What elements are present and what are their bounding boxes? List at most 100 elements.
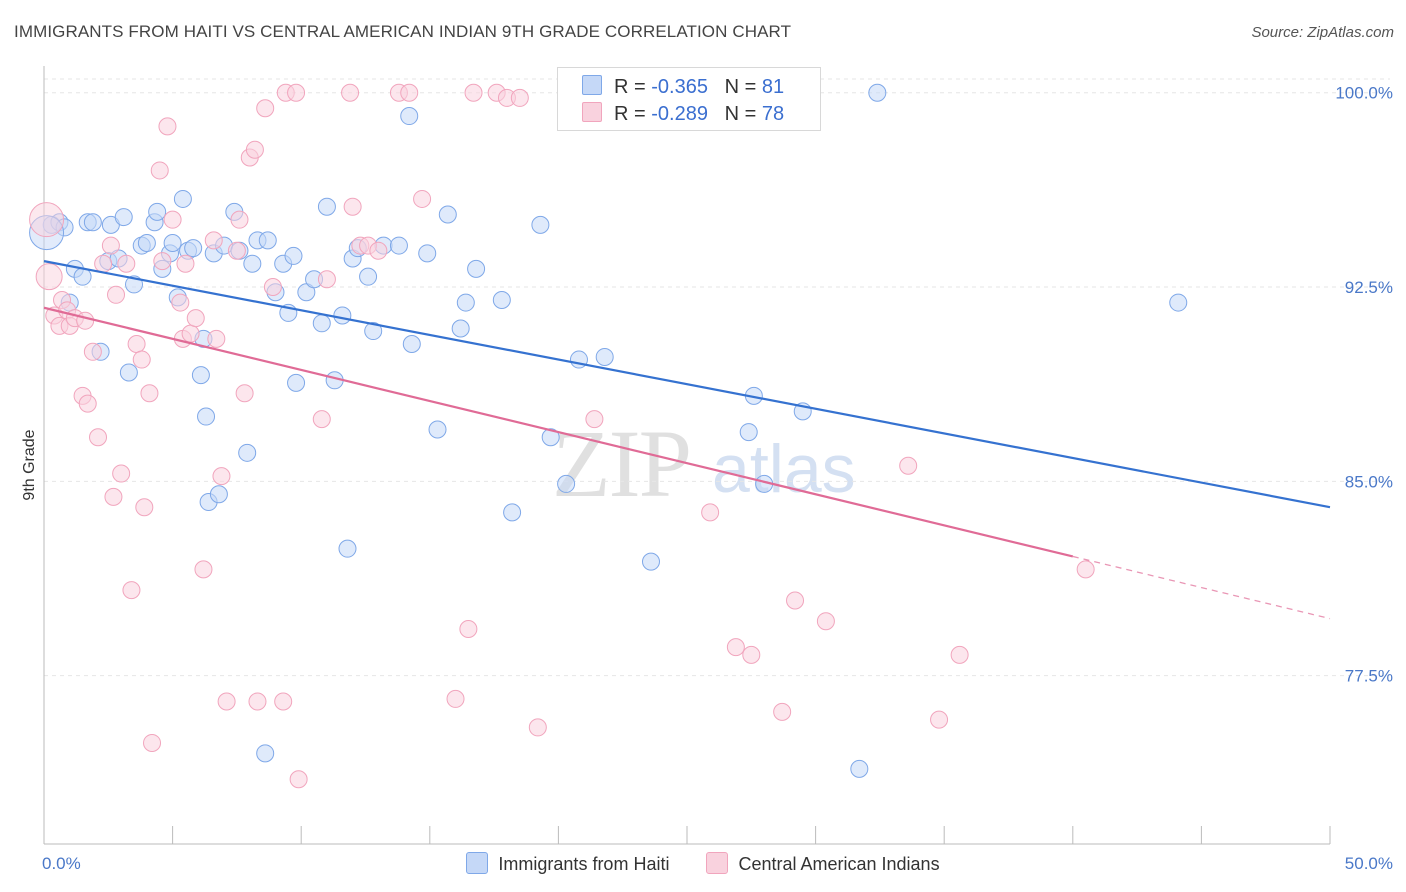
y-tick-label: 100.0% — [1335, 84, 1393, 103]
data-point — [287, 373, 306, 392]
data-point — [816, 612, 835, 631]
legend-r-value: -0.365 — [651, 76, 708, 98]
data-point — [333, 306, 352, 325]
data-point — [143, 733, 162, 752]
trend-lines — [43, 260, 1331, 620]
data-point — [256, 99, 275, 118]
data-point — [127, 335, 146, 354]
data-point — [248, 692, 267, 711]
data-point — [148, 202, 167, 221]
data-point — [171, 293, 190, 312]
x-tick-label: 50.0% — [1345, 854, 1393, 873]
data-point — [641, 552, 660, 571]
data-point — [227, 241, 246, 260]
legend-r-label: R = — [614, 103, 646, 125]
data-point — [112, 464, 131, 483]
data-point — [245, 140, 264, 159]
data-point — [191, 366, 210, 385]
y-tick-label: 77.5% — [1345, 667, 1393, 686]
y-tick-label: 92.5% — [1345, 278, 1393, 297]
grid-lines — [44, 78, 1390, 677]
data-point — [467, 259, 486, 278]
data-point — [78, 394, 97, 413]
data-point — [456, 293, 475, 312]
data-point — [163, 210, 182, 229]
data-point — [284, 246, 303, 265]
data-point — [132, 350, 151, 369]
data-point — [83, 342, 102, 361]
data-point — [181, 324, 200, 343]
data-point — [503, 503, 522, 522]
data-point — [341, 83, 360, 102]
data-point — [1076, 560, 1095, 579]
data-point — [274, 692, 293, 711]
data-point — [726, 638, 745, 657]
tick-labels: 100.0% 92.5% 85.0% 77.5% 0.0% 50.0% — [42, 84, 1393, 873]
data-point — [389, 236, 408, 255]
legend-n-value: 81 — [761, 76, 785, 98]
data-point — [137, 233, 156, 252]
legend-r-label: R = — [614, 76, 646, 98]
series-legend: Immigrants from Haiti Central American I… — [0, 852, 1406, 875]
data-point — [438, 205, 457, 224]
data-point — [230, 210, 249, 229]
data-point — [158, 117, 177, 136]
data-point — [464, 83, 483, 102]
data-point — [287, 83, 306, 102]
data-point — [446, 689, 465, 708]
data-point — [400, 83, 419, 102]
data-point — [235, 384, 254, 403]
data-point — [119, 363, 138, 382]
data-point — [117, 254, 136, 273]
data-point — [153, 252, 172, 271]
chart-title: IMMIGRANTS FROM HAITI VS CENTRAL AMERICA… — [14, 22, 792, 41]
data-point — [114, 208, 133, 227]
chart-source: Source: ZipAtlas.com — [1251, 24, 1394, 41]
series-legend-label: Central American Indians — [738, 854, 940, 874]
data-point — [557, 474, 576, 493]
legend-row-haiti: R = -0.365 N = 81 — [582, 75, 784, 99]
data-point — [135, 498, 154, 517]
x-tick-label: 0.0% — [42, 854, 81, 873]
data-point — [451, 319, 470, 338]
data-point — [400, 107, 419, 126]
data-point — [701, 503, 720, 522]
data-point — [950, 645, 969, 664]
legend-n-label: N = — [724, 76, 757, 98]
data-point — [317, 270, 336, 289]
data-point — [317, 197, 336, 216]
data-point — [173, 189, 192, 208]
data-point — [492, 290, 511, 309]
data-point-large — [29, 202, 65, 238]
data-point — [510, 88, 529, 107]
data-point — [585, 410, 604, 429]
data-point — [338, 539, 357, 558]
data-point — [312, 314, 331, 333]
data-point — [94, 254, 113, 273]
series-legend-swatch-haiti — [466, 852, 489, 874]
data-point — [459, 619, 478, 638]
legend-swatch-haiti — [582, 75, 602, 95]
data-point — [140, 384, 159, 403]
data-point — [212, 467, 231, 486]
data-point — [150, 161, 169, 180]
series-legend-central-american-indians: Central American Indians — [706, 852, 940, 875]
data-point — [204, 231, 223, 250]
data-point — [194, 560, 213, 579]
trend-line — [43, 306, 1074, 558]
series-central-american-indian-points — [29, 83, 1095, 789]
data-point — [104, 487, 123, 506]
data-point — [101, 236, 120, 255]
legend-n-value: 78 — [761, 103, 785, 125]
trend-line-extension — [1072, 555, 1331, 620]
data-point — [83, 213, 102, 232]
data-point — [786, 591, 805, 610]
data-point — [418, 244, 437, 263]
data-point — [256, 744, 275, 763]
watermark-zip: ZIP — [552, 410, 692, 517]
data-point — [107, 285, 126, 304]
data-point — [531, 215, 550, 234]
data-point — [364, 322, 383, 341]
data-point-large — [35, 263, 63, 291]
series-legend-swatch-central-american-indians — [706, 852, 729, 874]
